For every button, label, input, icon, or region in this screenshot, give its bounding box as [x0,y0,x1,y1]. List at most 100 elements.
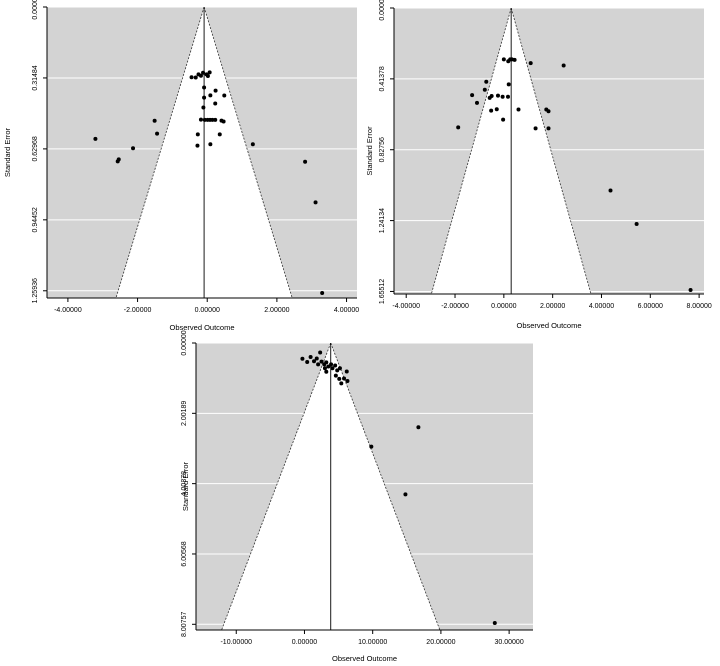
data-point-10 [198,73,203,78]
y-tick-label-3: 4.00378 [181,471,188,496]
x-tick-label-1: -10.00000 [220,639,252,646]
data-point-12 [487,95,492,100]
data-point-1 [308,355,313,360]
data-point-27 [213,117,218,122]
y-axis-title: Standard Error [365,126,374,176]
y-axis-title: Standard Error [181,461,190,511]
data-point-26 [210,117,215,122]
x-tick-label-7: 8.00000 [686,303,711,310]
x-tick-label-3: 0.00000 [195,307,220,314]
data-point-2 [312,359,317,364]
data-point-18 [222,93,227,98]
data-point-19 [494,107,499,112]
y-tick-label-4: 0.94452 [32,207,39,232]
funnel-chart-1: -4.00000 -2.00000 0.00000 2.00000 4.00000 0.0… [3,0,359,332]
data-points [300,350,497,625]
data-point-26 [546,126,551,131]
x-tick-label-2: -2.00000 [441,303,469,310]
data-point-6 [528,61,533,66]
data-point-25 [533,126,538,131]
data-point-5 [512,57,517,62]
data-point-3 [116,157,121,162]
data-point-19 [324,369,329,374]
data-point-8 [484,79,489,84]
funnel-left-edge [221,343,332,630]
data-point-29 [688,288,693,293]
y-tick-label-1: 0.00000 [181,330,188,355]
y-tick-label-3: 0.62968 [32,136,39,161]
y-tick-label-3: 0.82756 [379,137,386,162]
x-tick-label-2: -2.00000 [124,307,152,314]
x-tick-label-5: 4.00000 [589,303,614,310]
data-point-11 [201,70,206,75]
data-point-17 [474,100,479,105]
x-tick-label-5: 30.00000 [495,639,524,646]
data-point-20 [318,350,323,355]
data-point-9 [326,364,331,369]
data-point-35 [303,159,308,164]
funnel-region [115,7,293,298]
data-point-14 [500,94,505,99]
data-point-3 [314,356,319,361]
data-point-21 [300,356,305,361]
funnel-region [430,8,592,294]
x-tick-label-6: 6.00000 [638,303,663,310]
data-point-4 [131,146,136,151]
data-point-16 [337,376,342,381]
data-point-6 [155,131,160,136]
data-point-5 [319,359,324,364]
x-tick-label-1: -4.00000 [392,303,420,310]
data-point-14 [337,366,342,371]
data-point-33 [208,142,213,147]
funnel-left-edge [430,8,512,294]
x-axis-title: Observed Outcome [332,654,397,663]
data-point-15 [333,373,338,378]
data-point-36 [313,200,318,205]
funnel-right-edge [203,7,293,298]
y-tick-label-2: 2.00189 [181,401,188,426]
data-point-24 [345,378,350,383]
data-points [93,70,325,295]
y-tick-label-5: 1.65512 [379,279,386,304]
y-tick-label-5: 1.25936 [32,278,39,303]
data-point-23 [501,117,506,122]
data-point-17 [213,88,218,93]
y-tick-label-4: 6.00568 [181,541,188,566]
x-tick-label-1: -4.00000 [54,307,82,314]
data-point-24 [456,125,461,130]
data-point-7 [561,63,566,68]
data-point-13 [335,368,340,373]
y-axis-title: Standard Error [3,127,12,177]
y-tick-label-2: 0.41378 [379,66,386,91]
funnel-chart-2: -4.00000 -2.00000 0.00000 2.00000 4.00000 6.0… [365,0,712,330]
data-point-23 [344,369,349,374]
funnel-chart-3: -10.00000 0.00000 10.00000 20.00000 30.00000… [181,330,533,663]
data-point-18 [489,108,494,113]
data-point-8 [322,366,327,371]
data-point-10 [470,93,475,98]
funnel-right-edge [330,343,441,630]
x-axis-title: Observed Outcome [516,321,581,330]
x-tick-label-3: 10.00000 [358,639,387,646]
data-point-16 [208,93,213,98]
x-tick-label-4: 20.00000 [426,639,455,646]
data-point-7 [324,360,329,365]
data-point-13 [205,73,210,78]
data-point-17 [339,381,344,386]
x-tick-label-4: 2.00000 [264,307,289,314]
data-point-34 [250,142,255,147]
data-point-32 [195,143,200,148]
data-point-4 [316,362,321,367]
x-tick-label-2: 0.00000 [292,639,317,646]
y-tick-label-2: 0.31484 [32,65,39,90]
data-point-25 [416,425,421,430]
data-point-8 [193,75,198,80]
data-point-5 [152,118,157,123]
data-point-30 [217,132,222,137]
y-tick-label-1: 0.00000 [32,0,39,20]
data-point-19 [202,95,207,100]
data-points [456,57,693,293]
data-point-31 [195,132,200,137]
data-point-11 [330,366,335,371]
